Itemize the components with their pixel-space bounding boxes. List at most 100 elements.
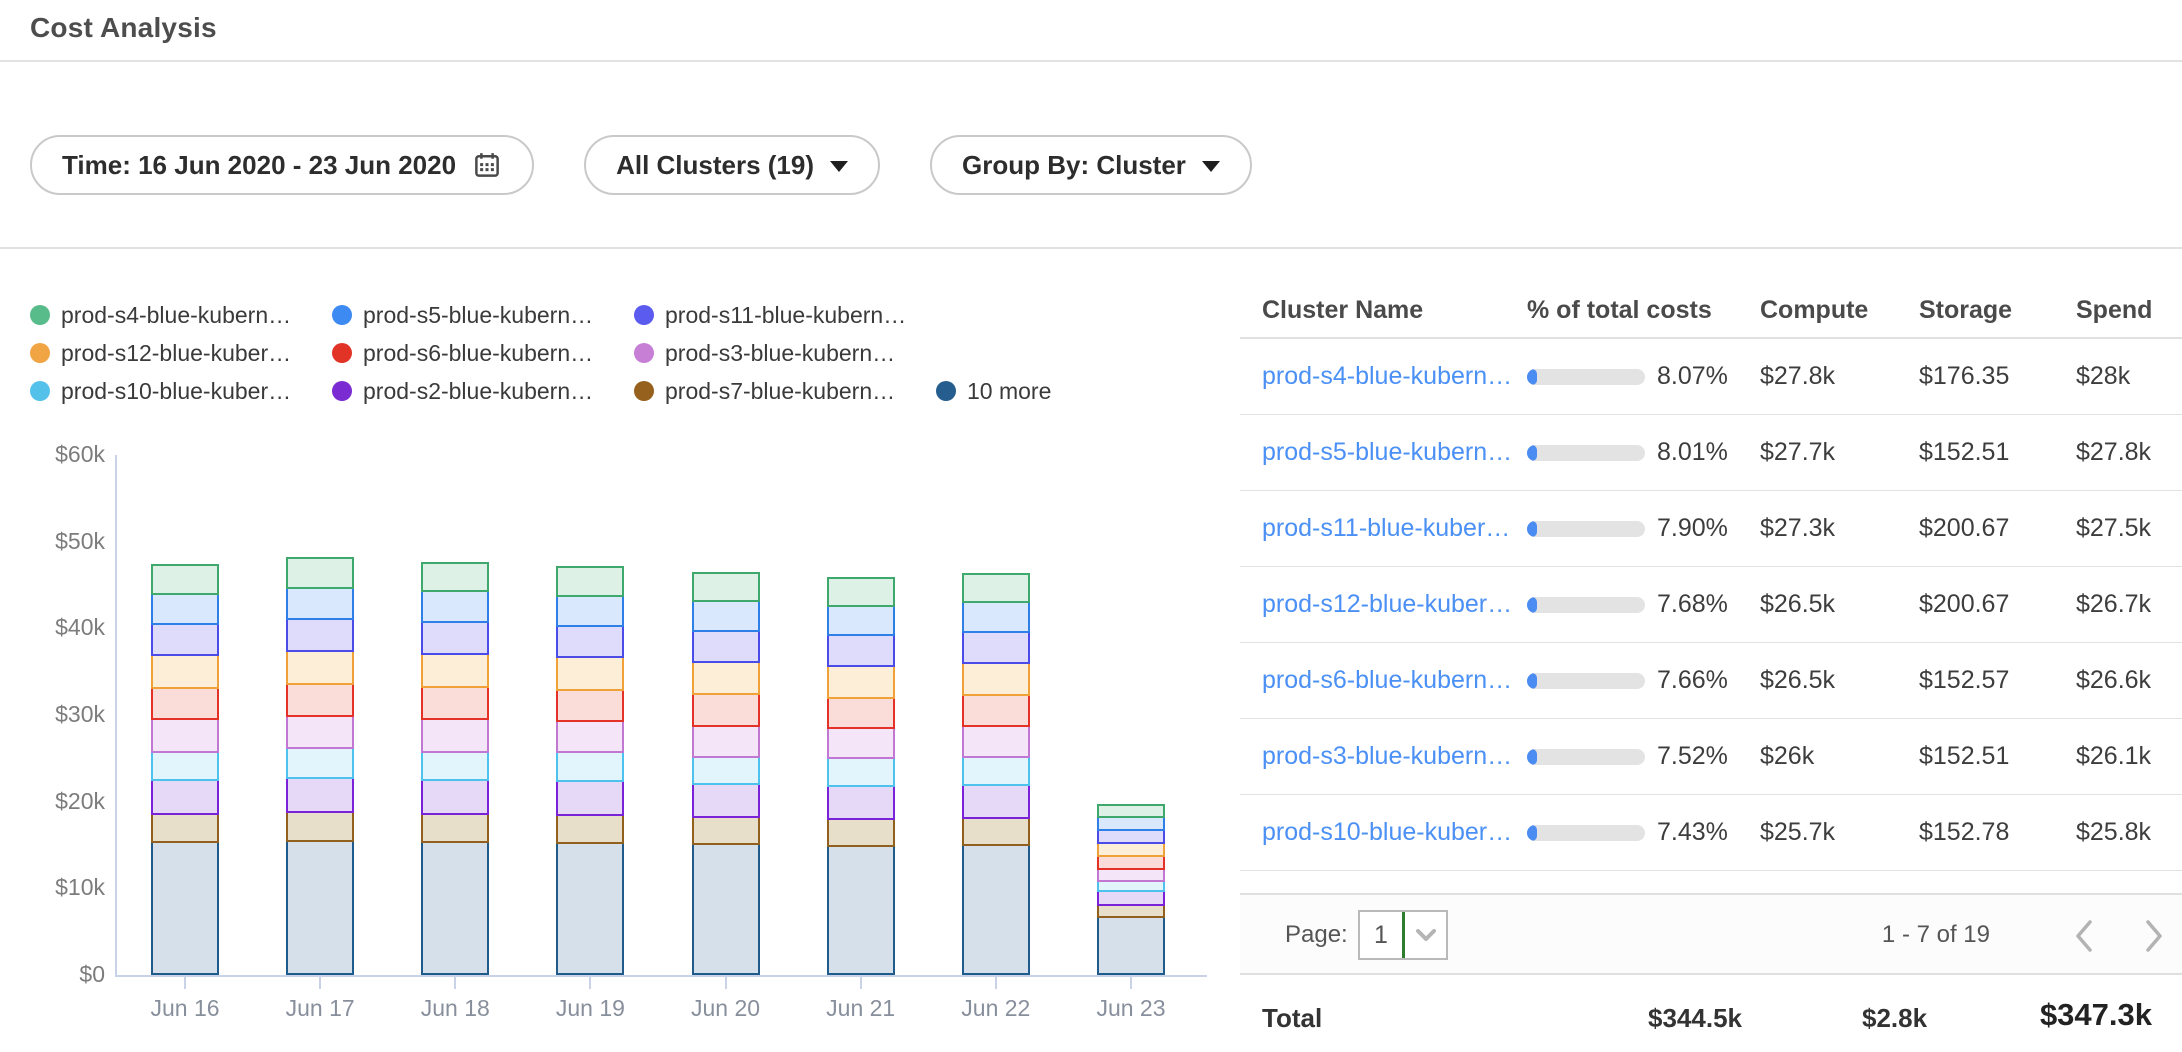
bar-segment[interactable] — [151, 840, 219, 975]
prev-page-button[interactable] — [2064, 915, 2104, 957]
bar-segment[interactable] — [151, 623, 219, 657]
bar-segment[interactable] — [691, 724, 760, 758]
bar-segment[interactable] — [961, 725, 1030, 758]
bar-segment[interactable] — [691, 843, 760, 975]
bar-segment[interactable] — [286, 617, 355, 652]
bar-segment[interactable] — [421, 812, 490, 843]
cluster-link[interactable]: prod-s12-blue-kuber… — [1262, 590, 1513, 618]
bar-segment[interactable] — [421, 561, 490, 593]
bar-segment[interactable] — [691, 661, 760, 696]
cluster-link[interactable]: prod-s11-blue-kuber… — [1262, 514, 1511, 542]
bar-segment[interactable] — [421, 718, 490, 753]
bar-segment[interactable] — [961, 572, 1030, 603]
bar-segment[interactable] — [151, 779, 219, 815]
bar-segment[interactable] — [826, 604, 895, 637]
bar-segment[interactable] — [151, 812, 219, 843]
bar-segment[interactable] — [286, 747, 355, 779]
bar-segment[interactable] — [421, 590, 490, 624]
bar-segment[interactable] — [556, 751, 625, 782]
time-range-filter[interactable]: Time: 16 Jun 2020 - 23 Jun 2020 — [30, 135, 535, 195]
legend-item[interactable]: prod-s3-blue-kubern… — [634, 340, 936, 367]
bar-segment[interactable] — [826, 757, 895, 788]
bar-segment[interactable] — [421, 686, 490, 721]
bar-segment[interactable] — [421, 621, 490, 656]
clusters-filter[interactable]: All Clusters (19) — [584, 135, 881, 195]
cluster-link[interactable]: prod-s4-blue-kubern… — [1262, 362, 1513, 390]
bar-segment[interactable] — [826, 696, 895, 730]
cluster-link[interactable]: prod-s6-blue-kubern… — [1262, 666, 1513, 694]
bar-segment[interactable] — [151, 654, 219, 690]
bar-segment[interactable] — [961, 694, 1030, 728]
bar-segment[interactable] — [556, 689, 625, 723]
bar-segment[interactable] — [961, 755, 1030, 787]
bar-segment[interactable] — [691, 755, 760, 786]
bar-segment[interactable] — [286, 715, 355, 750]
cluster-link[interactable]: prod-s10-blue-kuber… — [1262, 818, 1513, 846]
bar-segment[interactable] — [826, 634, 895, 667]
bar-segment[interactable] — [1096, 804, 1165, 818]
bar-segment[interactable] — [556, 656, 625, 691]
bar-segment[interactable] — [691, 630, 760, 664]
bar-segment[interactable] — [1096, 916, 1165, 975]
bar-segment[interactable] — [151, 592, 219, 626]
bar-segment[interactable] — [691, 572, 760, 602]
bar-segment[interactable] — [691, 783, 760, 819]
bar-segment[interactable] — [1096, 829, 1165, 845]
bar-segment[interactable] — [691, 599, 760, 633]
bar-segment[interactable] — [826, 818, 895, 847]
legend-item[interactable]: prod-s10-blue-kuber… — [30, 378, 332, 405]
legend-item[interactable]: prod-s6-blue-kubern… — [332, 340, 634, 367]
bar-segment[interactable] — [421, 840, 490, 975]
bar-segment[interactable] — [286, 682, 355, 717]
bar-segment[interactable] — [826, 785, 895, 821]
bar-segment[interactable] — [286, 650, 355, 685]
legend-item[interactable]: prod-s2-blue-kubern… — [332, 378, 634, 405]
bar-segment[interactable] — [286, 586, 355, 620]
bar-segment[interactable] — [286, 557, 355, 589]
legend-item[interactable]: prod-s5-blue-kubern… — [332, 302, 634, 329]
bar-segment[interactable] — [961, 784, 1030, 820]
bar-segment[interactable] — [556, 813, 625, 844]
bar-segment[interactable] — [1096, 890, 1165, 906]
bar-segment[interactable] — [151, 687, 219, 721]
bar-segment[interactable] — [421, 750, 490, 782]
legend-item[interactable]: prod-s11-blue-kubern… — [634, 302, 936, 329]
cluster-link[interactable]: prod-s3-blue-kubern… — [1262, 742, 1513, 770]
bar-segment[interactable] — [556, 594, 625, 627]
bar-segment[interactable] — [826, 727, 895, 760]
bar-segment[interactable] — [691, 816, 760, 846]
group-by-filter[interactable]: Group By: Cluster — [930, 135, 1252, 195]
bar-segment[interactable] — [1096, 854, 1165, 870]
bar-segment[interactable] — [151, 750, 219, 782]
bar-segment[interactable] — [556, 841, 625, 975]
bar-segment[interactable] — [961, 600, 1030, 633]
cluster-link[interactable]: prod-s5-blue-kubern… — [1262, 438, 1513, 466]
legend-item[interactable]: prod-s4-blue-kubern… — [30, 302, 332, 329]
bar-segment[interactable] — [421, 653, 490, 689]
bar-segment[interactable] — [1096, 867, 1165, 882]
bar-segment[interactable] — [961, 844, 1030, 975]
bar-segment[interactable] — [1096, 903, 1165, 919]
bar-segment[interactable] — [961, 817, 1030, 847]
bar-segment[interactable] — [826, 577, 895, 607]
bar-segment[interactable] — [556, 624, 625, 659]
legend-item[interactable]: 10 more — [936, 378, 1051, 405]
bar-segment[interactable] — [286, 839, 355, 975]
bar-segment[interactable] — [826, 845, 895, 975]
bar-segment[interactable] — [556, 780, 625, 816]
bar-segment[interactable] — [1096, 842, 1165, 857]
bar-segment[interactable] — [1096, 815, 1165, 832]
next-page-button[interactable] — [2134, 915, 2174, 957]
bar-segment[interactable] — [556, 565, 625, 597]
bar-segment[interactable] — [286, 811, 355, 842]
page-select[interactable]: 1 — [1358, 910, 1448, 960]
legend-item[interactable]: prod-s7-blue-kubern… — [634, 378, 936, 405]
bar-segment[interactable] — [961, 630, 1030, 665]
bar-segment[interactable] — [151, 564, 219, 595]
bar-segment[interactable] — [556, 720, 625, 754]
bar-segment[interactable] — [826, 664, 895, 699]
bar-segment[interactable] — [691, 693, 760, 727]
bar-segment[interactable] — [421, 779, 490, 815]
legend-item[interactable]: prod-s12-blue-kuber… — [30, 340, 332, 367]
bar-segment[interactable] — [961, 662, 1030, 697]
